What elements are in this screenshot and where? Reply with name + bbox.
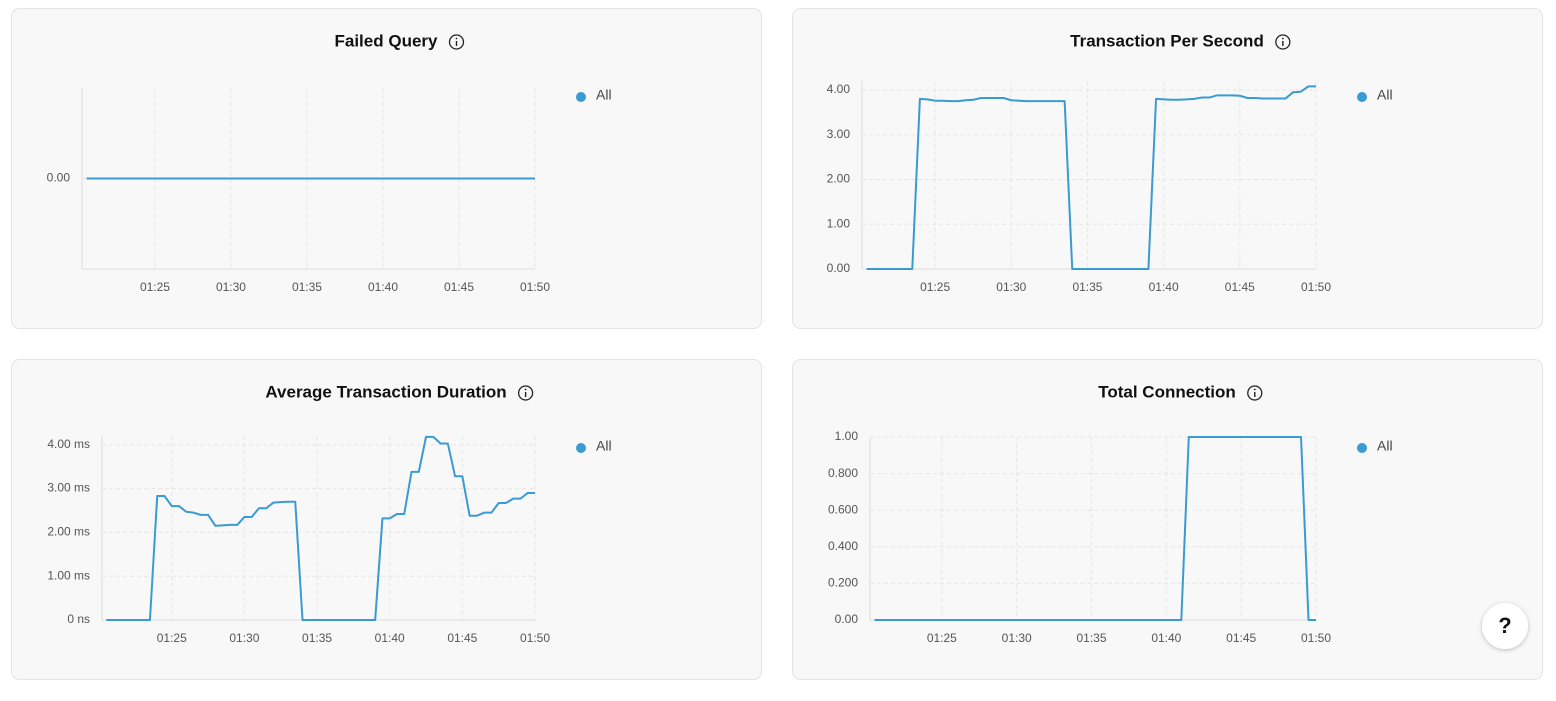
- y-tick-label: 2.00 ms: [47, 525, 90, 539]
- legend-label[interactable]: All: [596, 87, 612, 103]
- card-background: [11, 8, 762, 329]
- x-tick-label: 01:30: [229, 631, 259, 645]
- chart-card: Failed Query 0.00 01:25 01:30 01:35 01:40 01:4…: [11, 8, 762, 329]
- info-circle[interactable]: [1275, 34, 1291, 50]
- x-tick-label: 01:50: [1301, 631, 1331, 645]
- x-tick-label: 01:35: [1076, 631, 1106, 645]
- info-icon[interactable]: [517, 385, 534, 401]
- legend-marker[interactable]: [576, 443, 586, 453]
- y-tick-label: 0.00: [835, 612, 859, 626]
- help-label[interactable]: ?: [1498, 613, 1511, 638]
- x-tick-label: 01:35: [1072, 280, 1102, 294]
- y-tick-label: 1.00: [835, 429, 859, 443]
- data-line: [874, 436, 1316, 621]
- data-line: [106, 435, 535, 621]
- help-circle[interactable]: [1482, 603, 1528, 649]
- x-tick-label: 01:40: [375, 631, 405, 645]
- y-tick-label: 0.800: [828, 466, 858, 480]
- x-tick-label: 01:45: [447, 631, 477, 645]
- x-tick-label: 01:40: [1151, 631, 1181, 645]
- chart-title: Total Connection: [1098, 382, 1236, 401]
- x-tick-label: 01:35: [302, 631, 332, 645]
- x-tick-label: 01:30: [1002, 631, 1032, 645]
- legend-marker[interactable]: [576, 92, 586, 102]
- x-tick-label: 01:45: [1225, 280, 1255, 294]
- card-background: [792, 359, 1543, 680]
- x-tick-label: 01:40: [368, 280, 398, 294]
- legend-label[interactable]: All: [1377, 87, 1393, 103]
- legend-marker[interactable]: [1357, 443, 1367, 453]
- x-tick-label: 01:50: [520, 280, 550, 294]
- x-tick-label: 01:40: [1149, 280, 1179, 294]
- card-background: [792, 8, 1543, 329]
- chart-title: Average Transaction Duration: [265, 382, 506, 401]
- card-background: [11, 359, 762, 680]
- info-circle[interactable]: [448, 34, 465, 50]
- y-tick-label: 0.00: [827, 261, 851, 275]
- x-tick-label: 01:30: [996, 280, 1026, 294]
- x-tick-label: 01:45: [444, 280, 474, 294]
- x-tick-label: 01:25: [927, 631, 957, 645]
- legend-label[interactable]: All: [1377, 438, 1393, 454]
- y-tick-label: 0.400: [828, 539, 858, 553]
- info-dot[interactable]: [1253, 388, 1256, 391]
- chart-title: Failed Query: [335, 31, 439, 50]
- y-tick-label: 4.00 ms: [47, 437, 90, 451]
- x-tick-label: 01:30: [216, 280, 246, 294]
- y-tick-label: 0.600: [828, 502, 858, 516]
- chart-card: Average Transaction Duration 0 ns 1.00 ms 2…: [11, 359, 762, 680]
- x-tick-label: 01:45: [1226, 631, 1256, 645]
- chart-card: Total Connection 0.00 0.200 0.400 0.600 0.800…: [792, 359, 1543, 680]
- chart-card: Transaction Per Second 0.00 1.00 2.00 3.00 4.…: [792, 8, 1543, 329]
- x-tick-label: 01:35: [292, 280, 322, 294]
- chart-title: Transaction Per Second: [1070, 31, 1264, 50]
- y-tick-label: 3.00: [827, 127, 851, 141]
- y-tick-label: 1.00 ms: [47, 568, 90, 582]
- y-tick-label: 0.00: [47, 171, 71, 185]
- info-circle[interactable]: [517, 385, 534, 401]
- y-tick-label: 3.00 ms: [47, 481, 90, 495]
- info-icon[interactable]: [448, 34, 465, 50]
- y-tick-label: 0 ns: [67, 612, 90, 626]
- info-dot[interactable]: [455, 37, 458, 40]
- info-icon[interactable]: [1247, 385, 1263, 401]
- info-circle[interactable]: [1247, 385, 1263, 401]
- y-tick-label: 4.00: [827, 82, 851, 96]
- legend-label[interactable]: All: [596, 438, 612, 454]
- x-tick-label: 01:25: [140, 280, 170, 294]
- legend-marker[interactable]: [1357, 92, 1367, 102]
- y-tick-label: 2.00: [827, 172, 851, 186]
- data-line: [866, 85, 1316, 270]
- y-tick-label: 0.200: [828, 576, 858, 590]
- info-dot[interactable]: [1281, 37, 1284, 40]
- info-dot[interactable]: [524, 388, 527, 391]
- y-tick-label: 1.00: [827, 216, 851, 230]
- help-button[interactable]: ?: [1482, 603, 1528, 649]
- x-tick-label: 01:50: [1301, 280, 1331, 294]
- info-icon[interactable]: [1275, 34, 1291, 50]
- x-tick-label: 01:25: [157, 631, 187, 645]
- x-tick-label: 01:25: [920, 280, 950, 294]
- x-tick-label: 01:50: [520, 631, 550, 645]
